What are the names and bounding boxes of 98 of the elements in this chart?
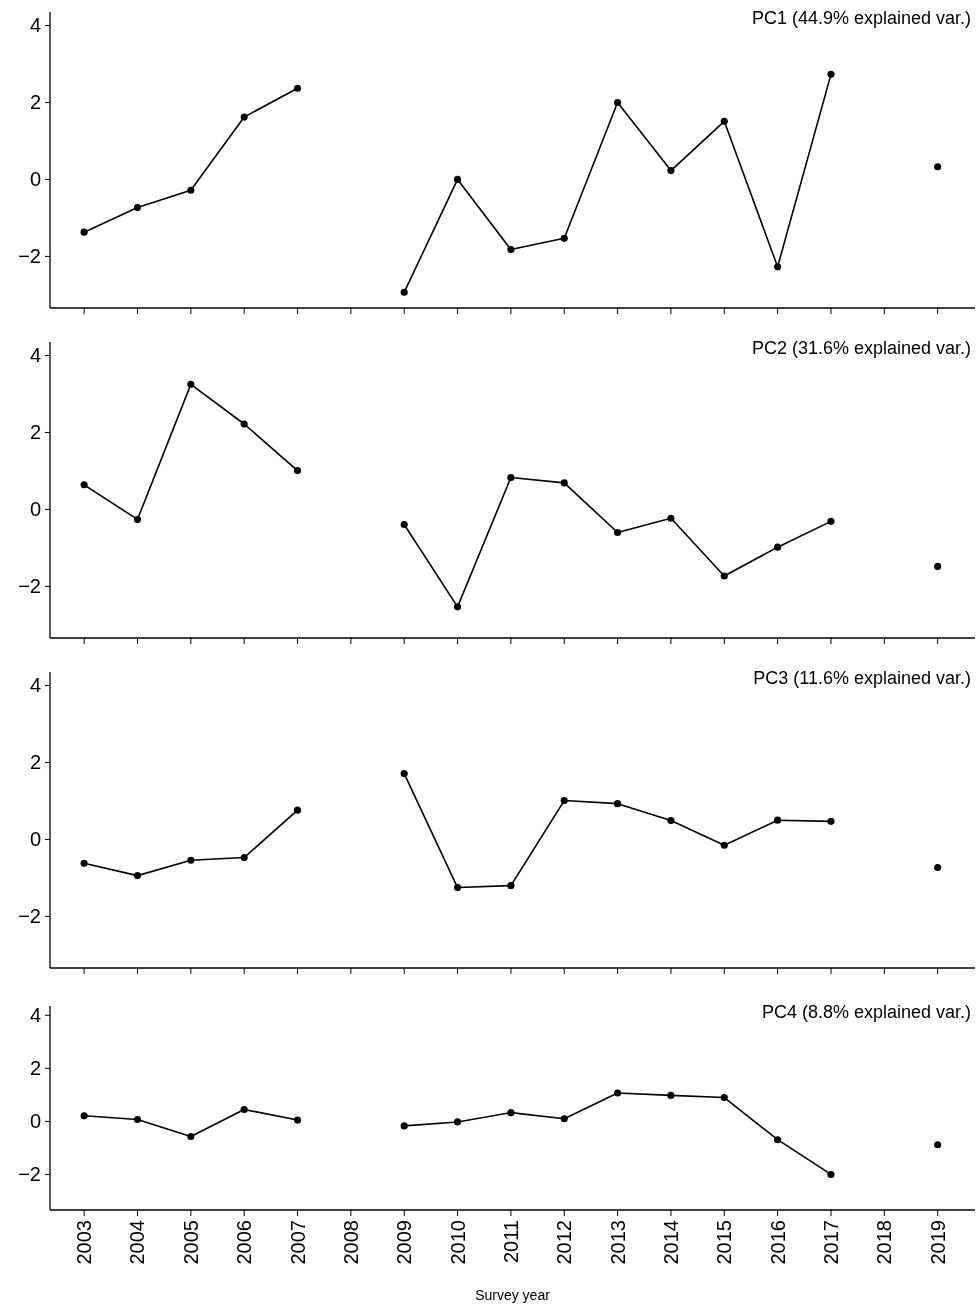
x-tick-label: 2011	[499, 1220, 522, 1264]
point	[240, 420, 248, 428]
point	[133, 872, 142, 880]
x-tick-label: 2004	[126, 1220, 149, 1265]
point	[453, 883, 462, 892]
y-tick-label: 4	[29, 344, 41, 367]
point	[614, 800, 622, 808]
x-tick-label: 2017	[819, 1220, 842, 1265]
point	[133, 203, 142, 212]
point	[720, 1093, 728, 1102]
y-tick-label: 2	[29, 751, 41, 774]
point	[720, 117, 728, 125]
point	[774, 263, 782, 271]
x-tick-label: 2006	[233, 1220, 256, 1265]
point	[293, 467, 302, 475]
x-tick-label: 2016	[766, 1220, 789, 1265]
point	[720, 572, 728, 580]
point	[614, 1089, 622, 1097]
point	[667, 167, 675, 175]
y-tick-label: 2	[29, 421, 41, 444]
y-tick-label: 4	[29, 14, 41, 37]
point	[507, 245, 515, 254]
x-tick-label: 2005	[179, 1220, 202, 1265]
chart-title: PC1 (44.9% explained var.)	[751, 8, 971, 28]
y-tick-label: −2	[18, 245, 41, 268]
point	[614, 98, 622, 107]
point	[133, 515, 142, 524]
x-tick-label: 2019	[926, 1220, 949, 1265]
x-tick-label: 2007	[286, 1220, 309, 1265]
point	[774, 1136, 782, 1144]
point	[720, 841, 728, 849]
point	[80, 481, 88, 489]
y-tick-label: 0	[29, 498, 41, 521]
point	[80, 1112, 88, 1120]
point	[187, 1132, 195, 1141]
point	[453, 603, 462, 611]
point	[293, 1116, 302, 1124]
x-tick-label: 2014	[659, 1220, 682, 1265]
y-tick-label: 0	[29, 1110, 41, 1133]
point	[400, 288, 408, 296]
x-tick-label: 2018	[873, 1220, 896, 1265]
y-tick-label: −2	[18, 1163, 41, 1186]
point	[240, 1105, 248, 1114]
y-tick-label: −2	[18, 905, 41, 928]
y-tick-label: 0	[29, 828, 41, 851]
point	[240, 853, 248, 862]
point	[934, 163, 942, 171]
point	[507, 1109, 515, 1117]
point	[827, 817, 835, 825]
y-tick-label: −2	[18, 575, 41, 598]
point	[507, 882, 515, 890]
point	[560, 234, 568, 242]
point	[667, 1091, 675, 1099]
chart-title: PC4 (8.8% explained var.)	[761, 1002, 971, 1022]
y-tick-label: 2	[29, 91, 41, 114]
point	[507, 473, 515, 482]
x-tick-label: 2009	[393, 1220, 416, 1265]
point	[187, 380, 195, 388]
y-tick-label: 4	[29, 674, 41, 697]
x-tick-label: 2015	[713, 1220, 736, 1265]
point	[614, 528, 622, 537]
point	[560, 797, 568, 805]
point	[774, 543, 782, 551]
point	[80, 228, 88, 236]
point	[133, 1115, 142, 1124]
point	[934, 562, 942, 570]
point	[827, 70, 835, 78]
point	[560, 479, 568, 487]
point	[453, 175, 462, 183]
point	[400, 1122, 408, 1130]
y-tick-label: 2	[29, 1057, 41, 1080]
point	[453, 1118, 462, 1126]
chart-title: PC3 (11.6% explained var.)	[753, 668, 971, 688]
point	[187, 856, 195, 864]
point	[293, 806, 302, 814]
x-tick-label: 2003	[73, 1220, 96, 1265]
point	[400, 770, 408, 778]
y-tick-label: 4	[29, 1004, 41, 1027]
y-tick-label: 0	[29, 168, 41, 191]
x-axis-title: Survey year	[475, 1287, 551, 1303]
point	[187, 186, 195, 194]
x-tick-label: 2013	[606, 1220, 629, 1265]
point	[240, 113, 248, 121]
point	[827, 517, 835, 525]
point	[80, 859, 88, 867]
point	[667, 817, 675, 825]
chart-title: PC2 (31.6% explained var.)	[751, 338, 971, 358]
point	[774, 816, 782, 824]
point	[293, 84, 302, 92]
point	[667, 514, 675, 522]
point	[934, 1141, 942, 1149]
point	[934, 863, 942, 872]
x-tick-label: 2010	[446, 1220, 469, 1265]
x-tick-label: 2012	[553, 1220, 576, 1265]
point	[560, 1115, 568, 1123]
point	[827, 1170, 835, 1179]
x-tick-label: 2008	[339, 1220, 362, 1265]
point	[400, 520, 408, 529]
